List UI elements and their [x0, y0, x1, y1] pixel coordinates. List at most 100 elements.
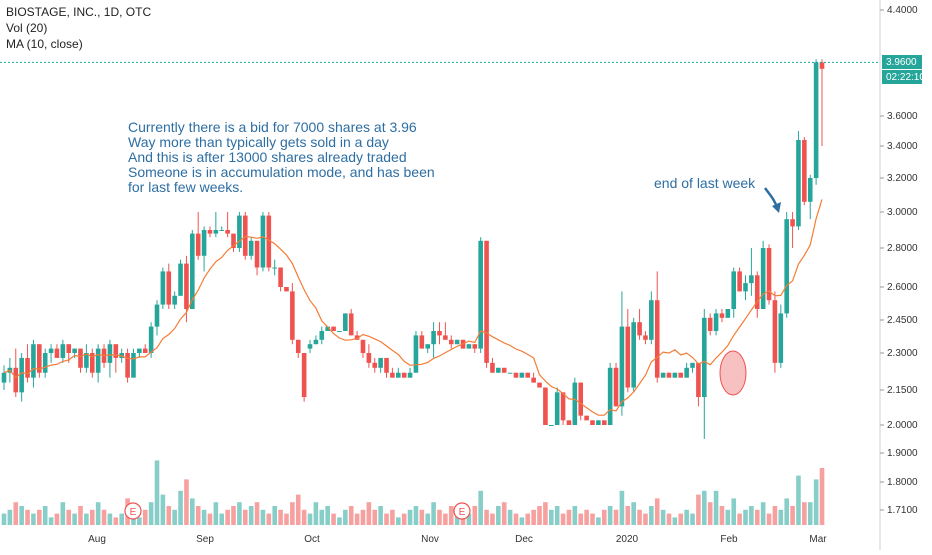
candle-body [448, 339, 454, 345]
volume-bar [707, 502, 713, 525]
candle-body [743, 283, 748, 292]
last-price-label: 3.9600 [886, 57, 917, 68]
volume-bar [307, 513, 313, 525]
volume-bar [172, 509, 177, 525]
volume-bar [272, 506, 278, 525]
volume-bar [101, 509, 107, 525]
candle-body [719, 313, 725, 318]
candle-body [802, 140, 807, 202]
volume-bar [490, 513, 495, 525]
volume-bar [178, 490, 183, 525]
candle-body [390, 372, 395, 378]
candle-body [272, 267, 278, 269]
candle-body [819, 62, 825, 69]
candle-body [319, 331, 325, 340]
candle-body [190, 233, 195, 309]
candle-body [254, 240, 260, 268]
candle-body [437, 331, 442, 336]
volume-bar [566, 509, 572, 525]
volume-bar [819, 468, 825, 525]
volume-bar [284, 513, 289, 525]
volume-bar [813, 479, 819, 525]
candle-body [560, 392, 566, 421]
volume-bar [225, 509, 230, 525]
volume-bar [537, 506, 542, 525]
earnings-marker-2[interactable]: E [453, 502, 471, 520]
earnings-marker-1[interactable]: E [124, 502, 142, 520]
volume-bar [237, 502, 242, 525]
candle-body [619, 326, 625, 407]
volume-bar [643, 513, 648, 525]
candle-body [513, 372, 519, 378]
volume-bar [554, 506, 560, 525]
volume-bar [148, 502, 154, 525]
candle-body [66, 344, 72, 353]
volume-bar [48, 517, 54, 525]
volume-bar [248, 506, 254, 525]
candle-body [596, 420, 601, 425]
volume-bar [684, 509, 689, 525]
candle-body [78, 348, 83, 368]
volume-bar [678, 513, 684, 525]
volume-bar [337, 517, 342, 525]
candle-body [613, 367, 619, 407]
volume-bar [525, 513, 531, 525]
symbol-title[interactable]: BIOSTAGE, INC., 1D, OTC [6, 5, 152, 19]
volume-bar [54, 513, 60, 525]
candle-body [702, 317, 707, 397]
candle-body [443, 335, 448, 340]
candle-body [366, 353, 372, 363]
volume-bar [13, 502, 19, 525]
volume-bar [184, 479, 189, 525]
candle-body [360, 339, 366, 353]
volume-bar [195, 506, 201, 525]
candle-body [201, 230, 207, 256]
x-tick-label: Mar [809, 534, 827, 545]
candle-body [713, 313, 719, 331]
candle-body [31, 344, 36, 378]
candle-body [166, 271, 172, 305]
volume-bar [266, 513, 272, 525]
volume-bar [242, 509, 248, 525]
volume-bar [31, 513, 36, 525]
candle-body [213, 230, 219, 234]
candles-layer [1, 59, 825, 439]
y-tick-label: 1.9000 [887, 448, 918, 459]
y-tick-label: 1.7100 [887, 505, 918, 516]
volume-bar [613, 509, 619, 525]
volume-bar [696, 494, 701, 525]
candle-body [295, 339, 301, 353]
candle-body [760, 248, 766, 309]
volume-bar [431, 502, 436, 525]
volume-bar [660, 509, 666, 525]
volume-bar [72, 513, 77, 525]
candle-body [89, 353, 95, 373]
candle-body [637, 322, 642, 336]
candle-body [219, 230, 225, 231]
volume-bar [560, 513, 566, 525]
candle-body [531, 377, 536, 383]
volume-bar [401, 513, 407, 525]
volume-bar [796, 475, 801, 525]
candle-body [425, 344, 431, 349]
volume-bar [596, 517, 601, 525]
candle-body [454, 339, 460, 345]
candle-body [690, 362, 695, 368]
volume-bar [42, 506, 48, 525]
ma-indicator-label[interactable]: MA (10, close) [6, 37, 83, 51]
volume-bar [754, 509, 760, 525]
volume-bar [319, 509, 325, 525]
candle-body [1, 372, 7, 383]
y-tick-label: 3.0000 [887, 207, 918, 218]
volume-indicator-label[interactable]: Vol (20) [6, 21, 48, 35]
candle-body [766, 248, 772, 301]
volume-bar [348, 506, 354, 525]
candle-body [678, 372, 684, 378]
volume-bar [25, 509, 30, 525]
volume-bar [354, 513, 360, 525]
volume-bar [84, 513, 89, 525]
volume-bar [119, 513, 124, 525]
candle-body [137, 348, 142, 353]
candle-body [266, 215, 272, 268]
